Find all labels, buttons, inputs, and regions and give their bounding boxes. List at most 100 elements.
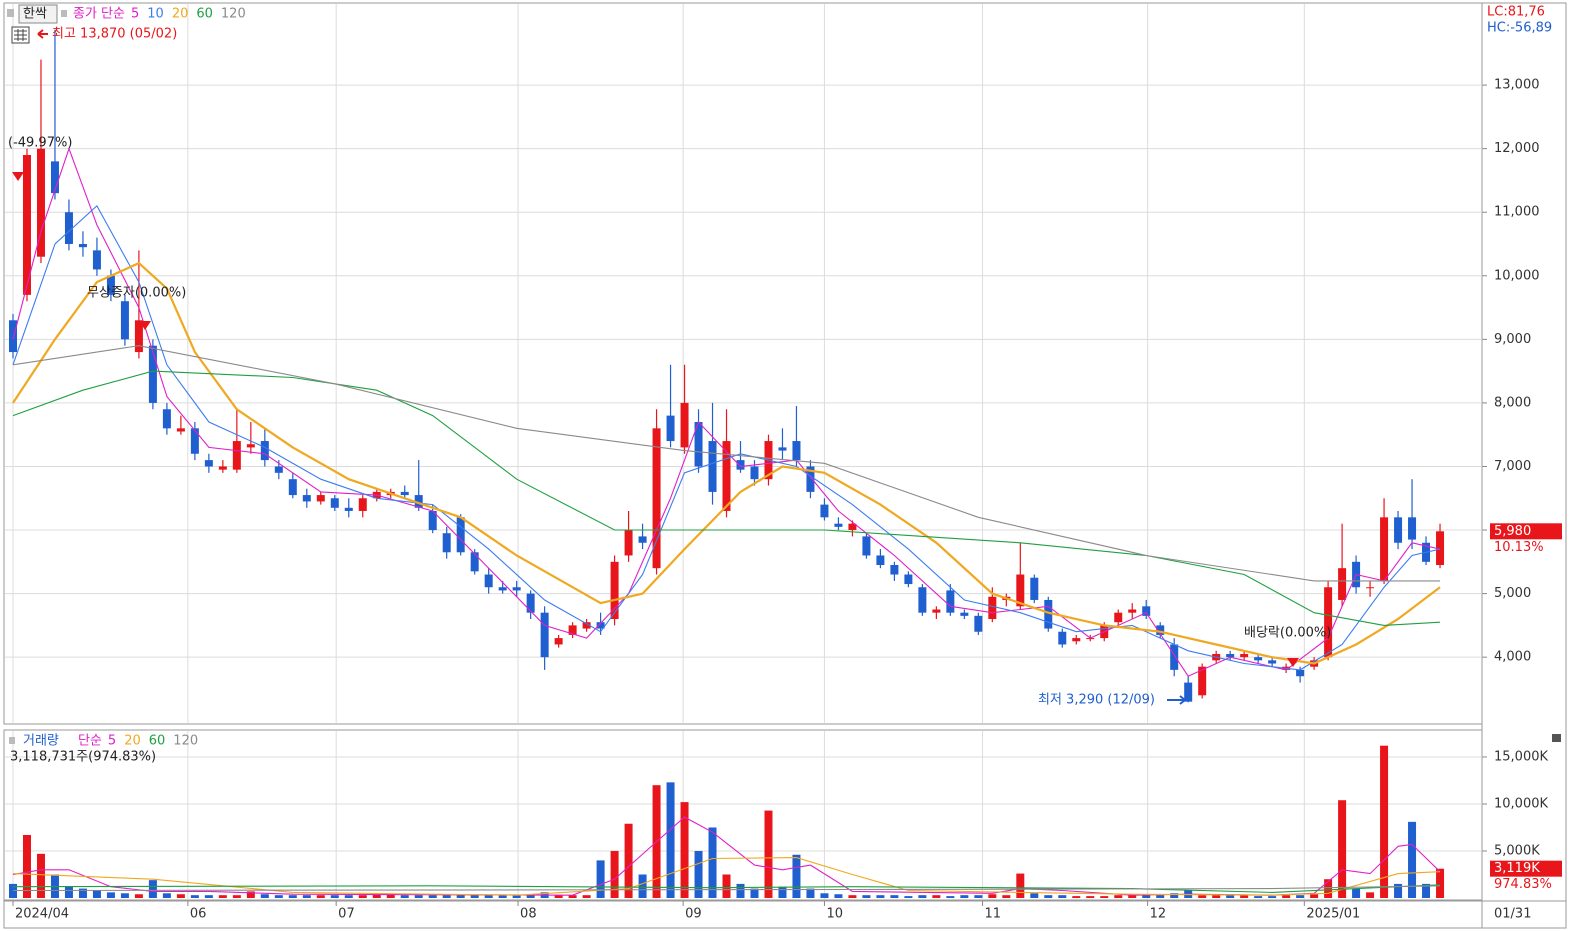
- candle-body: [1044, 599, 1053, 629]
- volume-bar: [778, 886, 787, 898]
- icon: [9, 737, 15, 744]
- annotation: 무상증자(0.00%): [87, 286, 186, 301]
- candle-body: [1296, 669, 1305, 677]
- volume-bar: [1436, 868, 1445, 898]
- candle-body: [204, 460, 213, 467]
- candle-body: [1380, 517, 1389, 581]
- candle-body: [722, 441, 731, 511]
- y-tick-label: 5,000: [1494, 586, 1531, 601]
- candle-body: [1240, 653, 1249, 658]
- volume-bar: [386, 894, 395, 898]
- candle-body: [1198, 666, 1207, 696]
- volume-bar: [428, 895, 437, 898]
- ma-line: [12, 885, 1441, 892]
- candle-body: [442, 533, 451, 553]
- y-tick-label: 10,000K: [1494, 796, 1548, 811]
- ma-line: [12, 147, 1441, 677]
- volume-bar: [666, 782, 675, 898]
- volume-bar: [750, 888, 759, 898]
- volume-bar: [64, 886, 73, 898]
- volume-bar: [162, 893, 171, 898]
- candle-body: [610, 561, 619, 620]
- price-tag: [1490, 523, 1562, 540]
- candle-body: [78, 244, 87, 248]
- volume-bar: [1170, 893, 1179, 898]
- candle-body: [652, 428, 661, 569]
- volume-bar: [1282, 895, 1291, 898]
- volume-bar: [1366, 892, 1375, 898]
- volume-bar: [1408, 821, 1417, 898]
- volume-bar: [1394, 883, 1403, 898]
- volume-bar: [260, 894, 269, 898]
- legend-entry: 5: [131, 7, 139, 22]
- candle-body: [162, 409, 171, 429]
- arrow: [37, 29, 48, 39]
- candle-body: [792, 441, 801, 461]
- volume-bar: [1058, 895, 1067, 898]
- candle-body: [554, 638, 563, 645]
- volume-bar: [834, 894, 843, 898]
- volume-bar: [218, 895, 227, 898]
- volume-bar: [1044, 895, 1053, 898]
- symbol-box[interactable]: [18, 4, 58, 24]
- volume-title: 거래량: [23, 734, 59, 749]
- volume-bar: [1100, 896, 1109, 898]
- panel-button[interactable]: [1552, 734, 1561, 742]
- candle-body: [1366, 587, 1375, 589]
- arrow: [1167, 695, 1186, 705]
- volume-bar: [484, 895, 493, 898]
- volume-bar: [134, 894, 143, 898]
- candle-body: [1324, 587, 1333, 658]
- volume-bar: [932, 895, 941, 898]
- candle-body: [568, 625, 577, 635]
- candle-body: [890, 564, 899, 575]
- volume-bar: [316, 895, 325, 898]
- candle-body: [1184, 682, 1193, 702]
- candle-body: [8, 320, 17, 353]
- candle-body: [694, 421, 703, 467]
- y-tick-label: 12,000: [1494, 141, 1540, 156]
- volume-bar: [1198, 895, 1207, 898]
- volume-bar: [890, 895, 899, 898]
- volume-bar: [106, 892, 115, 898]
- volume-bar: [1352, 888, 1361, 898]
- candle-body: [260, 441, 269, 461]
- candle-body: [1254, 657, 1263, 661]
- candle-body: [428, 510, 437, 531]
- candle-body: [1156, 625, 1165, 635]
- x-tick-label: 08: [520, 907, 537, 922]
- lc-label: LC:81,76: [1487, 5, 1545, 20]
- candle-body: [918, 587, 927, 613]
- volume-bar: [806, 888, 815, 898]
- icon: [61, 10, 67, 17]
- ma-line: [12, 205, 1441, 671]
- annotation: 배당락(0.00%): [1244, 626, 1331, 641]
- candle-body: [932, 609, 941, 613]
- ma-line: [12, 816, 1441, 896]
- candle-body: [344, 507, 353, 511]
- volume-bar: [1002, 895, 1011, 898]
- volume-bar: [904, 896, 913, 898]
- volume-bar: [1254, 896, 1263, 898]
- volume-bar: [694, 850, 703, 898]
- candle-body: [358, 498, 367, 511]
- legend-entry: 20: [124, 734, 141, 749]
- legend-prefix: 단순: [78, 734, 102, 749]
- volume-bar: [22, 835, 31, 898]
- x-tick-label: 10: [826, 907, 843, 922]
- volume-bar: [302, 895, 311, 898]
- hc-label: HC:-56,89: [1487, 21, 1552, 36]
- symbol: 한싹: [23, 7, 47, 22]
- volume-bar: [820, 893, 829, 898]
- candle-body: [974, 615, 983, 632]
- candle-body: [414, 495, 423, 508]
- volume-bar: [1296, 895, 1305, 898]
- legend-entry: 120: [221, 7, 246, 22]
- volume-bar: [1338, 800, 1347, 898]
- volume-bar: [918, 895, 927, 898]
- ma-line: [12, 370, 1441, 626]
- candle-body: [862, 536, 871, 556]
- volume-bar: [1226, 895, 1235, 898]
- ma-line: [12, 884, 1441, 893]
- candle-body: [316, 495, 325, 502]
